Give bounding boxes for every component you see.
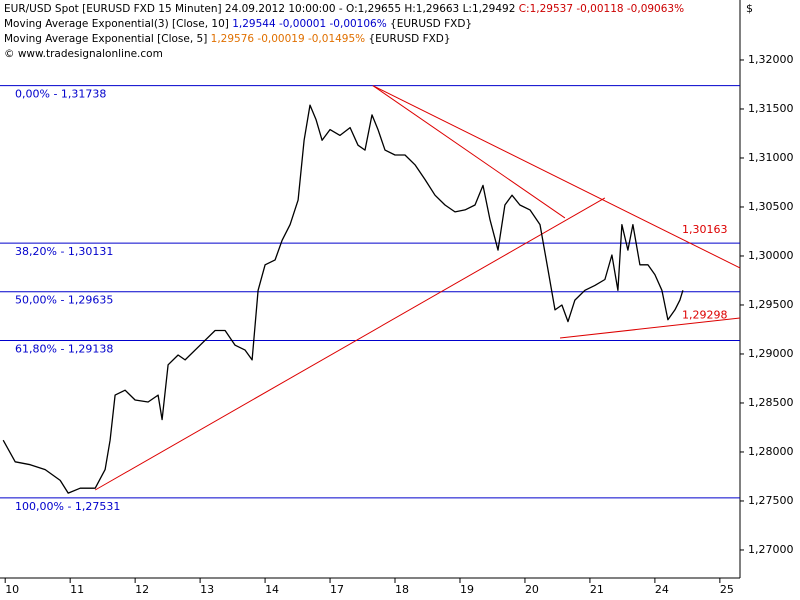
trendline [94,197,606,491]
fib-label: 61,80% - 1,29138 [15,342,113,355]
header-text: {EURUSD FXD} [386,18,473,30]
x-tick-label: 14 [265,583,279,596]
y-tick-label: 1,28500 [748,396,794,409]
x-tick-label: 24 [655,583,669,596]
axis-unit: $ [746,2,753,15]
y-tick-label: 1,28000 [748,445,794,458]
trendline-label: 1,29298 [682,308,728,321]
header-text: EUR/USD Spot [EURUSD FXD 15 Minuten] 24.… [4,3,519,15]
fib-label: 38,20% - 1,30131 [15,245,113,258]
x-tick-label: 21 [590,583,604,596]
y-tick-label: 1,30000 [748,249,794,262]
x-tick-label: 20 [525,583,539,596]
y-tick-label: 1,29500 [748,298,794,311]
x-tick-label: 12 [135,583,149,596]
header: EUR/USD Spot [EURUSD FXD 15 Minuten] 24.… [4,2,684,62]
header-line: Moving Average Exponential [Close, 5] 1,… [4,32,684,47]
y-tick-label: 1,31500 [748,102,794,115]
y-tick-label: 1,30500 [748,200,794,213]
trendline [372,85,741,269]
x-tick-label: 11 [70,583,84,596]
header-text: {EURUSD FXD} [365,33,451,45]
x-tick-label: 19 [460,583,474,596]
header-line: EUR/USD Spot [EURUSD FXD 15 Minuten] 24.… [4,2,684,17]
price-line [2,104,684,494]
header-line: © www.tradesignalonline.com [4,47,684,62]
fib-label: 0,00% - 1,31738 [15,88,106,101]
y-tick-label: 1,27000 [748,543,794,556]
y-tick-label: 1,31000 [748,151,794,164]
x-tick-label: 17 [330,583,344,596]
trendline [559,317,741,339]
header-text: Moving Average Exponential(3) [Close, 10… [4,18,233,30]
header-text: Moving Average Exponential [Close, 5] [4,33,211,45]
header-text: 1,29576 -0,00019 -0,01495% [210,33,366,45]
trendline-label: 1,30163 [682,223,728,236]
header-text: C:1,29537 -0,00118 -0,09063% [518,3,685,15]
y-tick-label: 1,27500 [748,494,794,507]
header-line: Moving Average Exponential(3) [Close, 10… [4,17,684,32]
trendline [372,85,566,219]
x-tick-label: 10 [5,583,19,596]
fib-label: 100,00% - 1,27531 [15,500,120,513]
header-text: © www.tradesignalonline.com [4,48,163,60]
x-tick-label: 25 [720,583,734,596]
y-tick-label: 1,29000 [748,347,794,360]
y-tick-label: 1,32000 [748,53,794,66]
header-text: 1,29544 -0,00001 -0,00106% [232,18,387,30]
x-tick-label: 18 [395,583,409,596]
x-tick-label: 13 [200,583,214,596]
fib-label: 50,00% - 1,29635 [15,294,113,307]
